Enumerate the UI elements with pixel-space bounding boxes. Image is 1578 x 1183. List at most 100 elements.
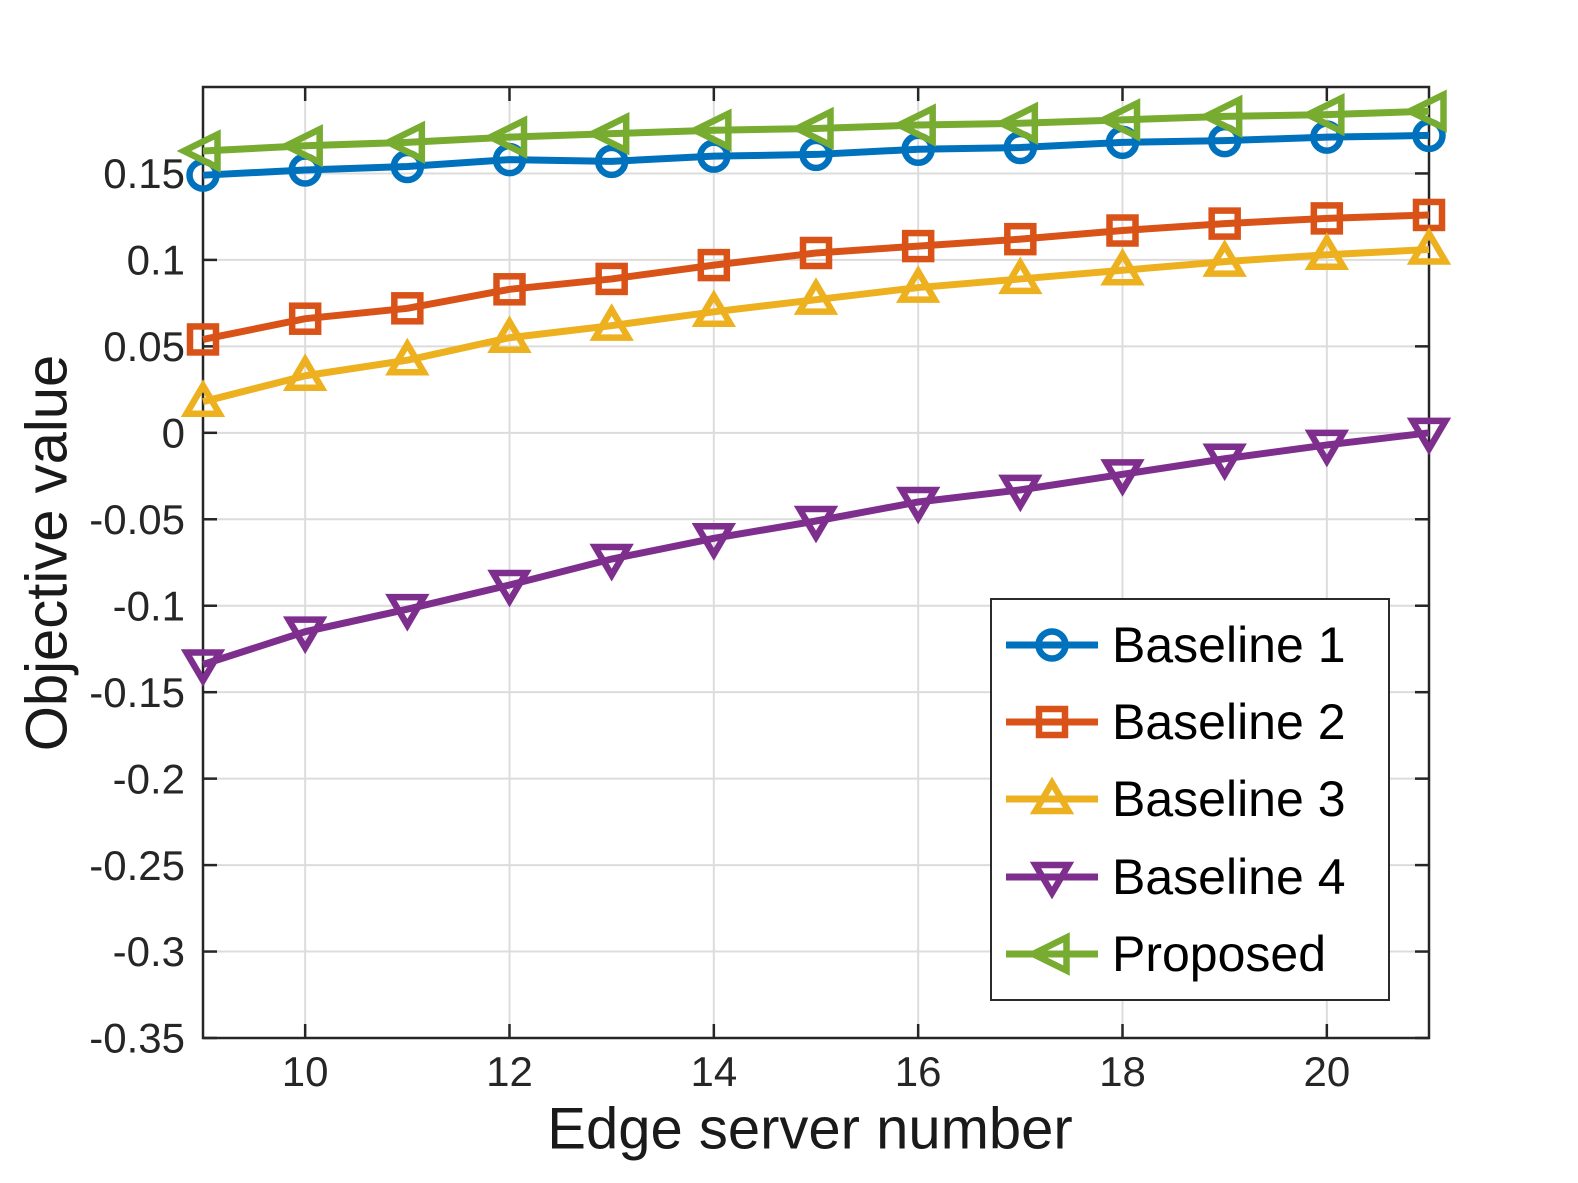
- marker-triangle-left: [483, 115, 528, 159]
- marker-square: [697, 248, 731, 282]
- series-proposed: [176, 89, 1447, 173]
- axes-box: [201, 85, 1431, 1040]
- marker-triangle-left: [278, 124, 323, 168]
- y-tick-label: 0: [162, 410, 185, 457]
- marker-triangle-left: [687, 108, 732, 152]
- series-baseline-4: [180, 417, 1452, 687]
- series-baseline-3: [180, 227, 1452, 417]
- marker-triangle-left: [891, 103, 936, 147]
- marker-square: [391, 292, 424, 325]
- marker-triangle-down: [1406, 417, 1452, 456]
- marker-triangle-up: [998, 256, 1043, 295]
- y-tick-label: -0.2: [113, 755, 185, 802]
- x-axis-label: Edge server number: [547, 1096, 1073, 1162]
- marker-triangle-up: [589, 303, 634, 341]
- marker-square: [1310, 202, 1344, 235]
- y-tick-label: 0.15: [103, 150, 185, 197]
- legend: Baseline 1 Baseline 2 Baseline 3 Baselin…: [990, 598, 1390, 1001]
- marker-triangle-up: [895, 265, 941, 303]
- y-tick-label: -0.3: [113, 928, 185, 975]
- marker-triangle-down: [1202, 443, 1247, 482]
- marker-triangle-up: [180, 379, 226, 417]
- legend-label: Baseline 1: [1112, 616, 1346, 673]
- legend-marker-triangle-up-icon: [1006, 777, 1098, 815]
- marker-square: [1004, 222, 1037, 256]
- marker-triangle-up: [1304, 232, 1350, 270]
- marker-triangle-down: [1304, 429, 1350, 468]
- marker-triangle-down: [1100, 459, 1145, 497]
- marker-triangle-down: [180, 649, 226, 687]
- marker-triangle-up: [282, 353, 328, 392]
- marker-square: [901, 229, 935, 263]
- marker-triangle-down: [998, 474, 1043, 513]
- marker-square: [493, 273, 526, 306]
- marker-triangle-up: [1406, 227, 1452, 265]
- legend-marker-triangle-down-icon: [1006, 861, 1098, 900]
- marker-triangle-left: [993, 101, 1039, 146]
- legend-label: Baseline 3: [1112, 771, 1346, 828]
- x-tick-label: 20: [1303, 1048, 1350, 1095]
- marker-triangle-left: [1402, 89, 1447, 133]
- legend-item-baseline-3: Baseline 3: [1004, 770, 1388, 828]
- marker-triangle-up: [1029, 777, 1075, 815]
- y-axis-label: Objective value: [14, 354, 80, 752]
- x-tick-label: 14: [690, 1048, 737, 1095]
- x-tick-label: 10: [282, 1048, 329, 1095]
- marker-triangle-up: [1202, 239, 1247, 277]
- marker-triangle-up: [1100, 247, 1145, 286]
- marker-triangle-left: [789, 106, 834, 151]
- series-line: [202, 131, 1430, 179]
- series-line: [202, 211, 1430, 343]
- legend-marker-circle-icon: [1006, 627, 1098, 662]
- y-tick-label: 0.05: [103, 323, 185, 370]
- legend-item-proposed: Proposed: [1004, 925, 1388, 983]
- marker-square: [1208, 207, 1241, 240]
- marker-triangle-down: [589, 543, 634, 582]
- marker-triangle-left: [176, 129, 221, 173]
- y-tick-label: 0.1: [127, 237, 185, 284]
- marker-triangle-down: [691, 523, 737, 561]
- legend-marker-triangle-left-icon: [1006, 932, 1098, 976]
- marker-triangle-up: [487, 315, 532, 353]
- x-tick-label: 16: [895, 1048, 942, 1095]
- marker-triangle-down: [793, 505, 839, 544]
- marker-triangle-down: [282, 616, 328, 655]
- marker-triangle-down: [487, 569, 532, 608]
- series-line: [201, 429, 1430, 668]
- marker-triangle-down: [895, 486, 941, 525]
- marker-circle: [594, 144, 629, 179]
- marker-triangle-left: [1300, 92, 1345, 137]
- legend-marker-square-icon: [1006, 705, 1098, 739]
- marker-triangle-up: [691, 289, 737, 328]
- series-line: [202, 107, 1430, 155]
- marker-square: [1035, 705, 1069, 739]
- marker-triangle-left: [380, 120, 426, 165]
- marker-square: [186, 323, 220, 356]
- y-tick-label: -0.05: [89, 496, 185, 543]
- x-tick-label: 18: [1099, 1048, 1146, 1095]
- marker-triangle-left: [1096, 98, 1141, 142]
- y-tick-label: -0.35: [89, 1015, 185, 1062]
- legend-label: Baseline 2: [1112, 694, 1346, 751]
- marker-square: [1106, 214, 1139, 247]
- series-line: [202, 246, 1430, 406]
- marker-triangle-down: [1029, 861, 1075, 900]
- marker-square: [288, 302, 322, 335]
- marker-circle: [1035, 627, 1069, 662]
- x-tick-label: 12: [486, 1048, 533, 1095]
- y-tick-label: -0.1: [113, 582, 185, 629]
- legend-label: Baseline 4: [1112, 848, 1346, 905]
- marker-triangle-up: [385, 337, 430, 376]
- legend-label: Proposed: [1112, 926, 1327, 983]
- legend-item-baseline-4: Baseline 4: [1004, 848, 1388, 906]
- legend-item-baseline-2: Baseline 2: [1004, 693, 1388, 751]
- marker-triangle-down: [385, 593, 430, 632]
- marker-triangle-left: [1025, 932, 1070, 976]
- marker-square: [595, 262, 628, 296]
- marker-triangle-up: [793, 277, 839, 315]
- y-tick-label: -0.15: [89, 669, 185, 716]
- series-baseline-2: [186, 198, 1446, 356]
- marker-triangle-left: [585, 111, 630, 156]
